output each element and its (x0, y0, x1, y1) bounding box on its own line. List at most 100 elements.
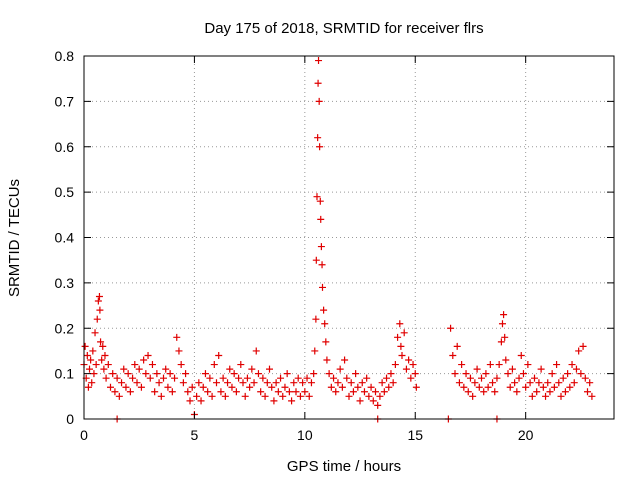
data-point (489, 379, 497, 387)
y-tick-label: 0 (66, 411, 74, 427)
data-point (312, 256, 320, 264)
data-point (228, 383, 236, 391)
data-point (215, 351, 223, 359)
data-point (175, 347, 183, 355)
data-point (360, 388, 368, 396)
data-point (95, 292, 103, 300)
data-point (246, 383, 254, 391)
data-point (241, 392, 249, 400)
data-point (513, 388, 521, 396)
data-point (407, 374, 415, 382)
data-point (90, 370, 98, 378)
x-tick-label: 15 (407, 427, 423, 443)
data-point (517, 351, 525, 359)
data-point (153, 370, 161, 378)
data-point (155, 379, 163, 387)
data-point (376, 392, 384, 400)
data-point (317, 243, 325, 251)
data-point (307, 379, 315, 387)
data-point (99, 342, 107, 350)
data-point (285, 388, 293, 396)
data-point (557, 392, 565, 400)
data-point (107, 383, 114, 391)
data-point (294, 374, 302, 382)
data-point (131, 361, 139, 369)
data-point (111, 388, 119, 396)
data-point (315, 57, 323, 65)
data-point (254, 370, 262, 378)
data-point (162, 365, 170, 373)
data-point (491, 388, 499, 396)
data-point (391, 361, 399, 369)
data-point (94, 297, 102, 305)
x-axis-label: GPS time / hours (287, 458, 401, 475)
data-point (462, 370, 470, 378)
data-point (316, 197, 324, 205)
data-point (480, 388, 488, 396)
data-point (469, 392, 477, 400)
data-point (387, 370, 395, 378)
data-point (250, 379, 258, 387)
x-tick-label: 10 (297, 427, 313, 443)
data-point (519, 370, 527, 378)
data-point (378, 379, 386, 387)
data-point (501, 333, 509, 341)
data-point (83, 351, 91, 359)
data-point (148, 361, 156, 369)
data-point (511, 379, 519, 387)
data-point (109, 370, 117, 378)
y-tick-label: 0.7 (55, 93, 75, 109)
data-point (257, 388, 265, 396)
data-point (383, 374, 391, 382)
data-point (288, 397, 296, 405)
data-point (504, 370, 512, 378)
data-point (330, 374, 338, 382)
data-point (575, 347, 583, 355)
data-point (542, 392, 550, 400)
data-point (104, 361, 112, 369)
data-point (303, 374, 311, 382)
data-point (311, 347, 319, 355)
y-tick-label: 0.6 (55, 139, 75, 155)
data-point (535, 379, 543, 387)
data-point (323, 356, 331, 364)
data-point (316, 143, 324, 151)
data-point (118, 379, 126, 387)
data-point (531, 374, 538, 382)
data-point (314, 79, 322, 87)
data-point (498, 320, 506, 328)
y-tick-label: 0.5 (55, 184, 75, 200)
data-points (80, 57, 596, 423)
data-point (564, 370, 572, 378)
data-point (365, 392, 373, 400)
data-point (144, 351, 152, 359)
data-point (173, 333, 181, 341)
data-point (96, 306, 104, 314)
data-point (182, 370, 190, 378)
data-point (586, 379, 594, 387)
data-point (292, 388, 300, 396)
data-point (336, 365, 344, 373)
y-tick-label: 0.4 (55, 230, 75, 246)
data-point (497, 338, 505, 346)
data-point (235, 374, 243, 382)
data-point (135, 365, 143, 373)
data-point (179, 379, 187, 387)
data-point (482, 370, 490, 378)
data-point (478, 374, 485, 382)
data-point (226, 365, 234, 373)
data-point (217, 388, 225, 396)
data-point (84, 383, 92, 391)
data-point (97, 338, 105, 346)
data-point (356, 397, 364, 405)
data-point (188, 383, 196, 391)
data-point (171, 374, 179, 382)
data-point (544, 379, 552, 387)
chart-title: Day 175 of 2018, SRMTID for receiver flr… (204, 20, 483, 37)
data-point (151, 388, 159, 396)
data-point (447, 324, 455, 332)
data-point (493, 374, 501, 382)
data-point (160, 374, 167, 382)
data-point (394, 333, 402, 341)
data-point (588, 392, 596, 400)
